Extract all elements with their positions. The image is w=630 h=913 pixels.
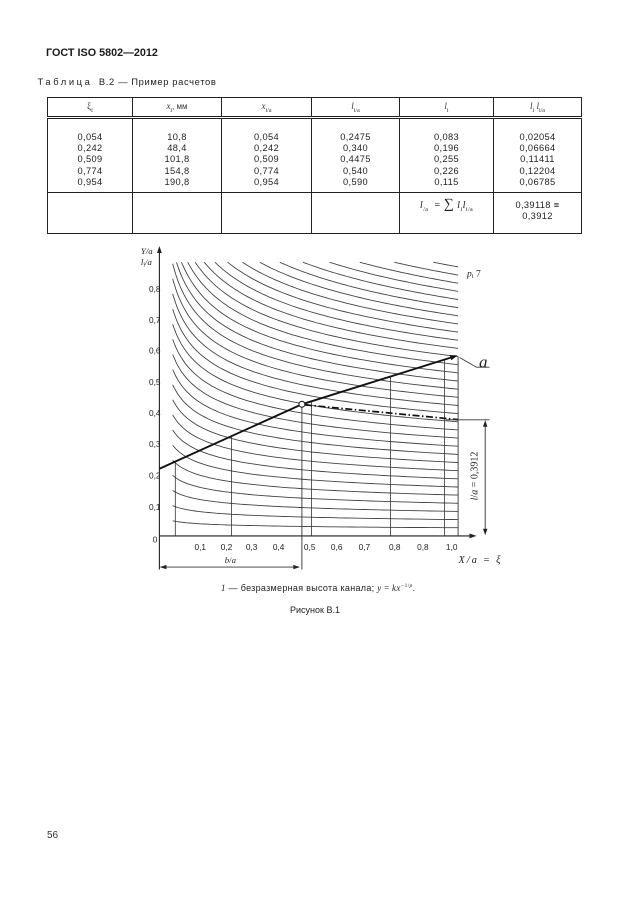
svg-text:0,3: 0,3 (149, 439, 161, 449)
svg-text:0,5: 0,5 (149, 377, 161, 387)
svg-text:X/a = ξ: X/a = ξ (458, 555, 503, 566)
svg-text:0,8: 0,8 (389, 542, 401, 552)
svg-text:0,8: 0,8 (149, 284, 161, 294)
svg-text:l/a = 0,3912: l/a = 0,3912 (470, 452, 481, 501)
svg-text:0,7: 0,7 (149, 315, 161, 325)
svg-text:0,2: 0,2 (221, 542, 233, 552)
svg-text:pi 7: pi 7 (466, 270, 481, 281)
svg-text:0,1: 0,1 (195, 542, 207, 552)
svg-text:0,3: 0,3 (246, 542, 258, 552)
svg-text:0,1: 0,1 (149, 502, 161, 512)
svg-text:0,8: 0,8 (417, 542, 429, 552)
svg-text:a: a (479, 352, 488, 371)
svg-text:0,4: 0,4 (273, 542, 285, 552)
svg-text:0,6: 0,6 (149, 346, 161, 356)
svg-text:0,7: 0,7 (359, 542, 371, 552)
svg-text:0: 0 (153, 534, 158, 544)
svg-text:0,5: 0,5 (304, 542, 316, 552)
svg-text:0,4: 0,4 (149, 408, 161, 418)
svg-text:0,6: 0,6 (331, 542, 343, 552)
svg-text:Y/a: Y/a (141, 246, 153, 256)
svg-text:0,2: 0,2 (149, 471, 161, 481)
svg-text:b/a: b/a (225, 555, 237, 565)
svg-text:1,0: 1,0 (446, 542, 458, 552)
svg-text:li/a: li/a (141, 257, 153, 269)
